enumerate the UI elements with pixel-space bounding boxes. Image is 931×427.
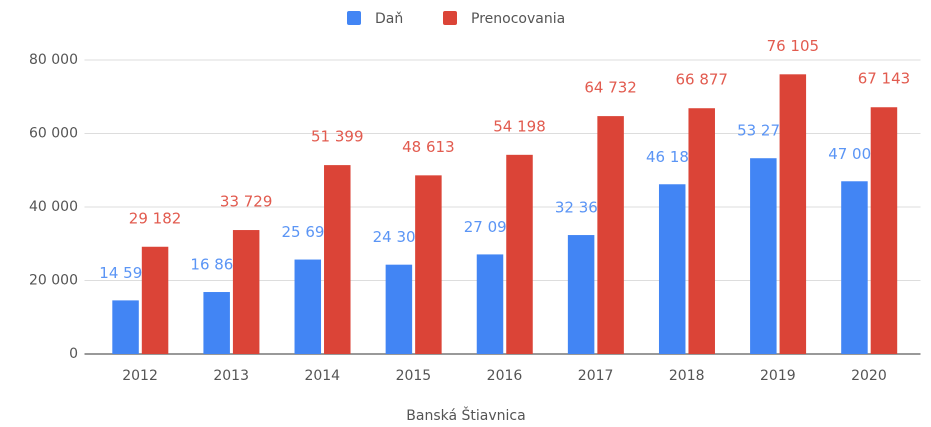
bar: [506, 154, 533, 354]
value-label: 24 306: [373, 228, 426, 246]
x-tick-label: 2012: [122, 368, 158, 384]
bar: [476, 254, 504, 354]
value-label: 76 105: [767, 37, 820, 55]
x-tick-label: 2014: [304, 368, 340, 384]
value-label: 16 864: [190, 256, 243, 274]
bar: [203, 292, 230, 354]
legend-swatch: [443, 11, 457, 25]
bar: [324, 165, 351, 354]
bar: [750, 158, 777, 354]
x-tick-label: 2015: [396, 368, 432, 384]
value-label: 25 699: [282, 223, 335, 241]
bar: [567, 235, 595, 354]
y-tick-label: 80 000: [29, 52, 78, 68]
bar: [688, 108, 715, 355]
value-label: 67 143: [858, 70, 911, 88]
y-tick-label: 0: [69, 346, 78, 362]
x-tick-label: 2020: [851, 368, 887, 384]
value-label: 51 399: [311, 128, 364, 146]
y-tick-label: 20 000: [29, 273, 78, 289]
bar: [841, 181, 868, 354]
value-label: 66 877: [675, 71, 728, 89]
x-tick-label: 2016: [487, 368, 523, 384]
bar: [294, 259, 322, 354]
value-label: 27 098: [464, 218, 517, 236]
bar: [779, 74, 807, 355]
x-tick-label: 2013: [213, 368, 249, 384]
legend-label: Daň: [375, 11, 403, 27]
bar: [385, 264, 413, 354]
value-label: 47 000: [828, 145, 881, 163]
value-label: 64 732: [584, 79, 637, 97]
value-label: 46 187: [646, 148, 699, 166]
bar: [141, 246, 169, 354]
bar: [112, 300, 139, 354]
value-label: 48 613: [402, 138, 455, 156]
value-label: 14 591: [99, 264, 152, 282]
x-tick-label: 2017: [578, 368, 614, 384]
value-label: 54 198: [493, 117, 546, 135]
bar: [597, 116, 624, 355]
bar: [415, 175, 442, 354]
y-tick-label: 60 000: [29, 126, 78, 142]
y-tick-label: 40 000: [29, 199, 78, 215]
bar: [870, 107, 898, 354]
value-label: 53 274: [737, 122, 790, 140]
value-label: 32 366: [555, 199, 608, 217]
x-axis-label: Banská Štiavnica: [406, 406, 525, 424]
value-label: 29 182: [129, 209, 182, 227]
x-tick-label: 2019: [760, 368, 796, 384]
value-label: 33 729: [220, 193, 273, 211]
bar: [658, 184, 686, 354]
legend-swatch: [347, 11, 361, 25]
legend-label: Prenocovania: [471, 11, 565, 27]
bar: [232, 230, 260, 354]
x-tick-label: 2018: [669, 368, 705, 384]
